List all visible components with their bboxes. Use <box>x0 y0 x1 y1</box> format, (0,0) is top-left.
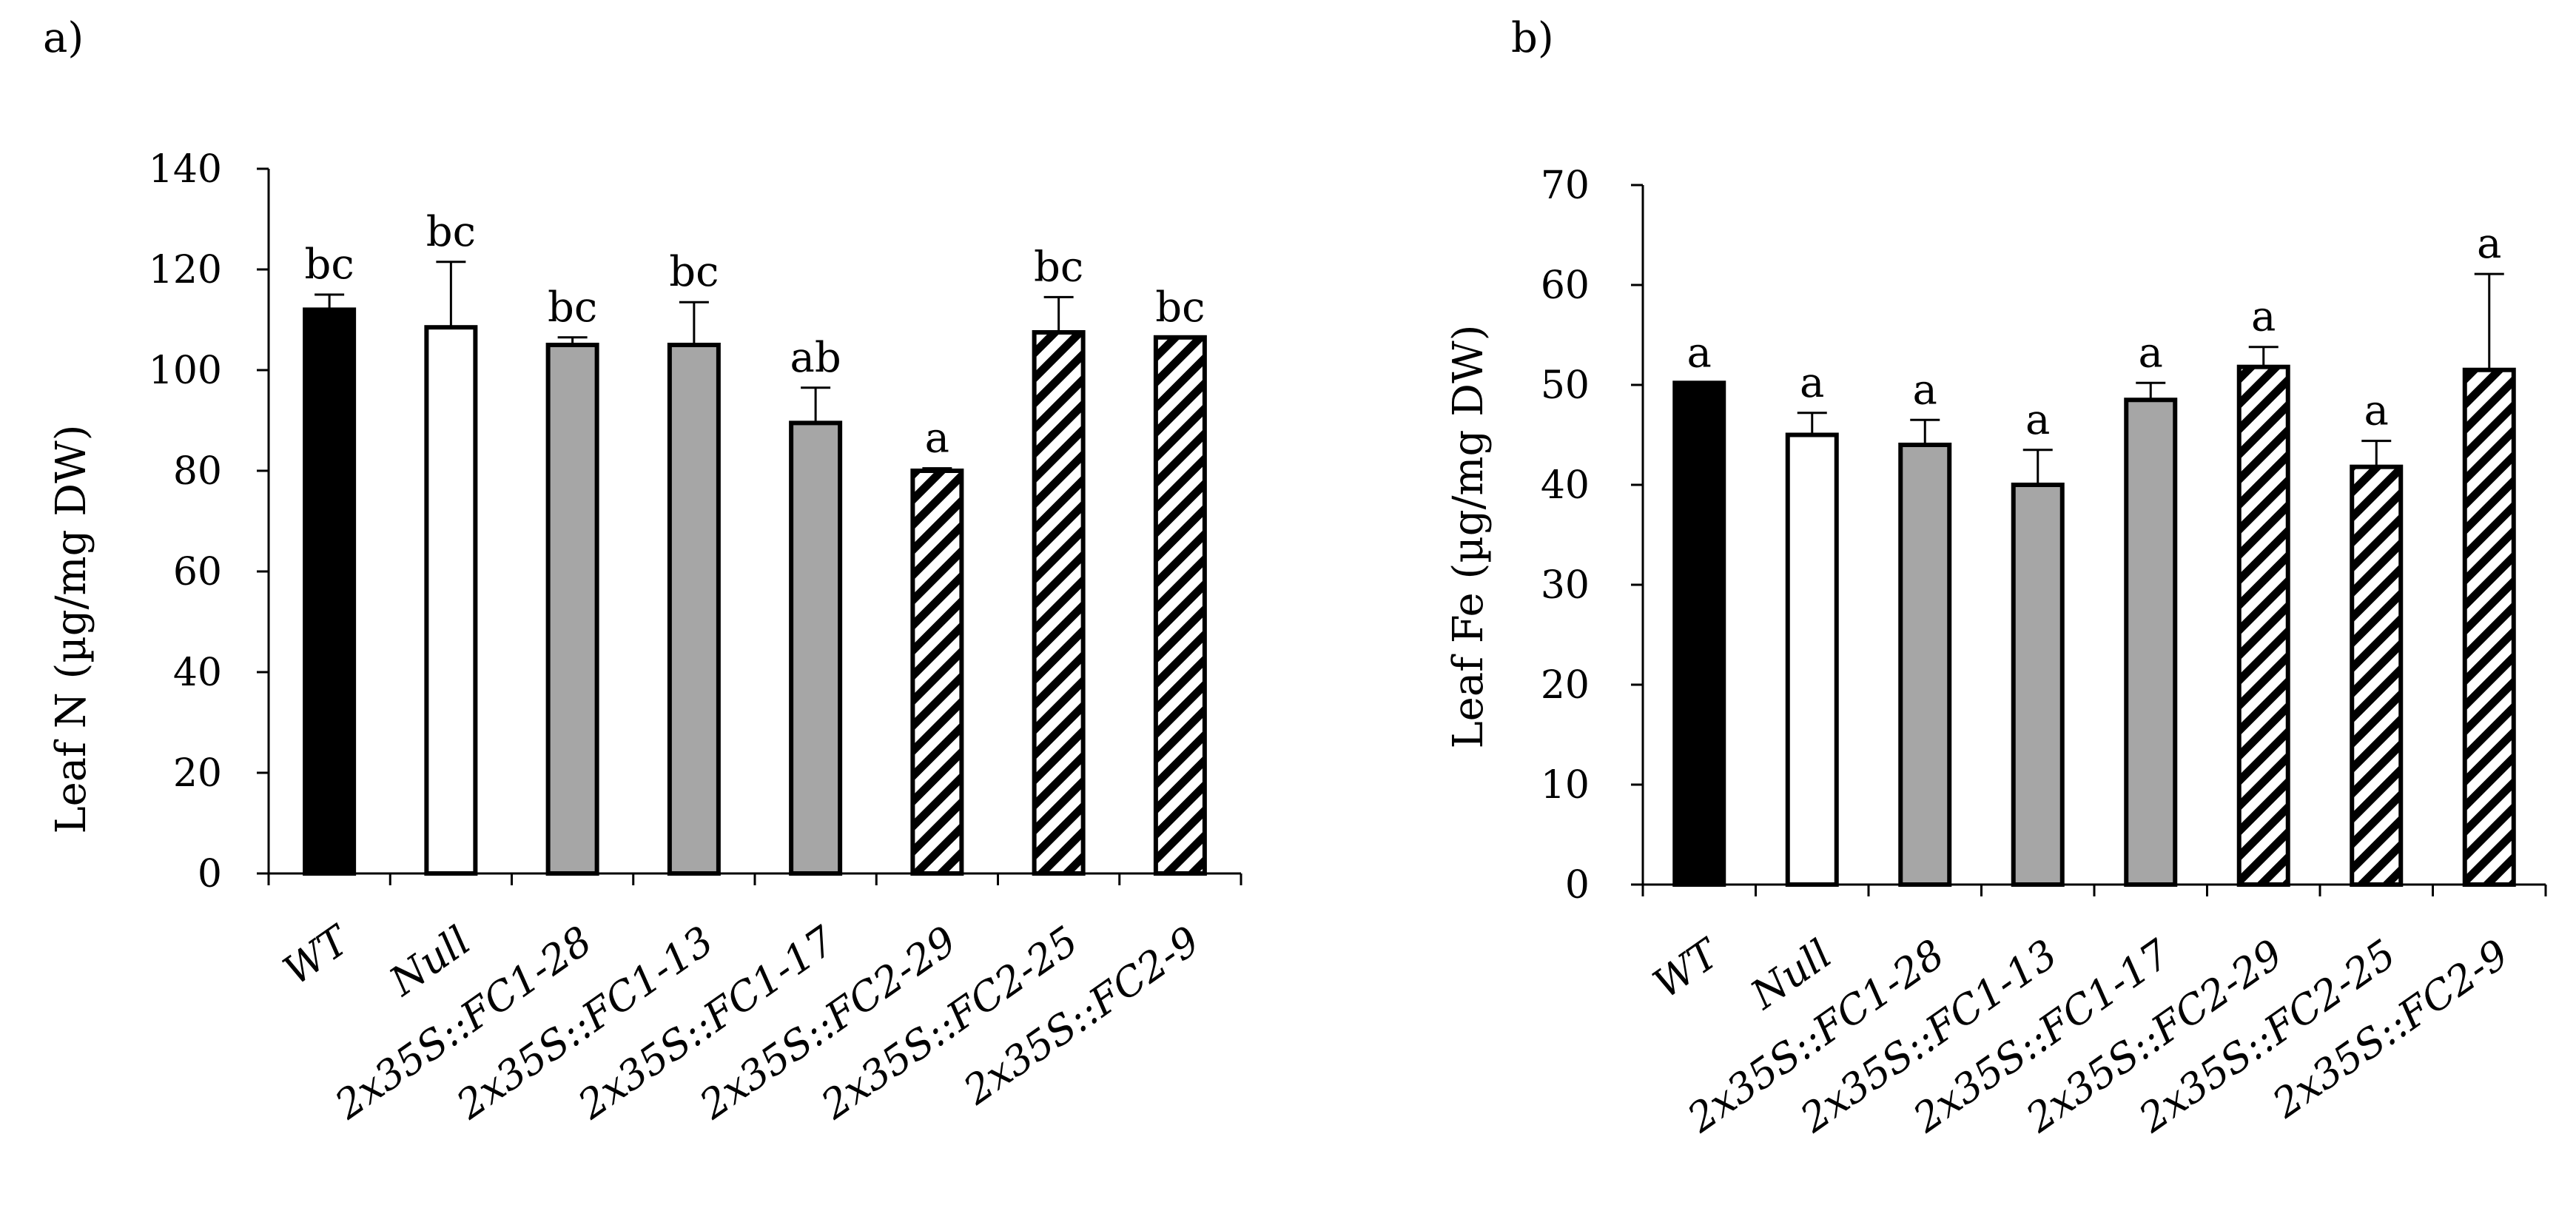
y-tick-label: 80 <box>173 449 222 494</box>
y-tick-label: 50 <box>1541 363 1590 408</box>
significance-label: a <box>2477 220 2501 268</box>
bar <box>667 343 721 876</box>
y-tick-label: 120 <box>149 248 222 292</box>
significance-label: bc <box>1034 243 1083 291</box>
bars-b: a a a a a a a a <box>1672 220 2516 887</box>
significance-label: a <box>1687 329 1712 377</box>
y-tick-label: 70 <box>1541 164 1590 208</box>
significance-label: a <box>1913 366 1937 414</box>
bar <box>1153 335 1207 876</box>
y-tick-label: 30 <box>1541 563 1590 608</box>
significance-label: a <box>2139 329 2163 377</box>
category-label: WT <box>1645 929 1729 1007</box>
bar <box>2462 367 2516 887</box>
category-label: Null <box>380 917 479 1006</box>
significance-label: bc <box>426 208 476 256</box>
panel-label-b: b) <box>1511 14 1554 62</box>
bar <box>1672 380 1726 887</box>
y-tick-label: 10 <box>1541 763 1590 808</box>
significance-label: bc <box>305 241 354 289</box>
y-tick-label: 40 <box>1541 463 1590 508</box>
bar <box>2350 464 2404 887</box>
bar <box>2011 483 2065 887</box>
y-tick-label: 60 <box>1541 264 1590 308</box>
bar <box>1898 443 1952 887</box>
significance-label: a <box>2251 293 2276 341</box>
bar <box>910 469 964 876</box>
y-tick-label: 0 <box>198 852 222 896</box>
bar <box>303 307 357 876</box>
significance-label: bc <box>548 284 597 332</box>
y-axis-ticks-a: 0 20 40 60 80 100 120 140 <box>149 147 1242 896</box>
significance-label: a <box>1800 359 1824 407</box>
significance-label: bc <box>1155 284 1205 332</box>
bar <box>545 343 599 876</box>
bar <box>2124 397 2178 887</box>
bar <box>1785 432 1839 887</box>
bar <box>424 325 478 876</box>
y-axis-title-b: Leaf Fe (µg/mg DW) <box>1445 325 1493 749</box>
category-labels-b: WT Null2x35S::FC1-282x35S::FC1-132x35S::F… <box>1645 929 2518 1142</box>
y-tick-label: 0 <box>1565 863 1590 908</box>
y-axis-title-a: Leaf N (µg/mg DW) <box>47 424 95 833</box>
panel-label-a: a) <box>43 14 84 62</box>
category-labels-a: WT Null2x35S::FC1-282x35S::FC1-132x35S::F… <box>275 916 1208 1129</box>
significance-label: a <box>2364 387 2389 435</box>
category-label: WT <box>275 916 359 994</box>
bar <box>2236 364 2290 887</box>
y-tick-label: 140 <box>149 147 222 192</box>
y-tick-label: 20 <box>173 751 222 796</box>
y-tick-label: 100 <box>149 349 222 393</box>
significance-label: a <box>925 415 949 463</box>
significance-label: a <box>2025 396 2050 444</box>
significance-label: ab <box>790 334 841 382</box>
y-tick-label: 60 <box>173 550 222 594</box>
significance-label: bc <box>669 248 719 296</box>
y-tick-label: 40 <box>173 651 222 695</box>
bars-a: bc bc bc bc ab a bc bc <box>303 208 1207 876</box>
y-tick-label: 20 <box>1541 663 1590 708</box>
bar <box>1032 330 1086 876</box>
bar <box>789 420 843 876</box>
